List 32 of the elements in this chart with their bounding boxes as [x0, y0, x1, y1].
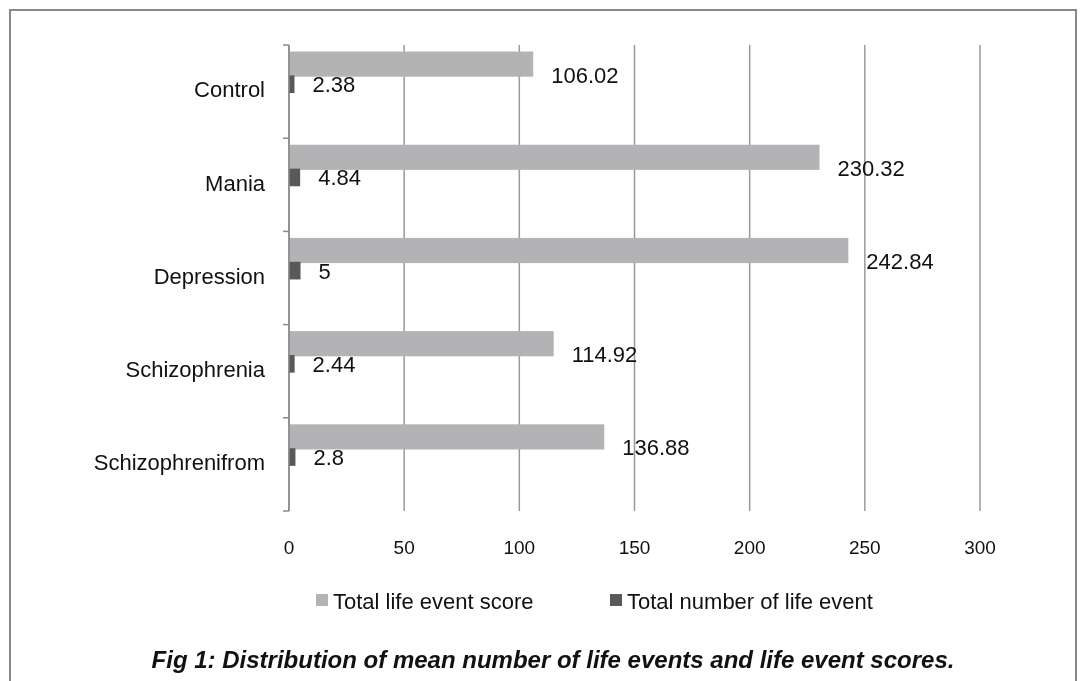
data-label: 4.84	[318, 165, 361, 191]
y-tick-label: Mania	[205, 170, 266, 196]
x-tick-label: 200	[733, 537, 766, 558]
y-tick-label: Control	[194, 77, 265, 103]
y-tick-label: Depression	[153, 263, 265, 289]
data-label: 136.88	[622, 435, 690, 461]
data-label: 230.32	[837, 155, 905, 181]
bar	[289, 144, 820, 170]
data-label: 5	[318, 258, 331, 284]
bar	[289, 237, 849, 264]
bar	[289, 331, 554, 357]
bar	[289, 424, 605, 450]
bar	[289, 51, 534, 77]
legend-label: Total number of life event	[627, 589, 873, 614]
x-tick-label: 150	[618, 537, 651, 558]
y-tick-label: Schizophrenia	[125, 357, 266, 383]
text: Fig 1: Distribution of mean number of life events and life event scores.	[151, 646, 955, 673]
x-tick-label: 50	[393, 537, 415, 558]
x-tick-label: 0	[283, 537, 295, 558]
bar	[289, 355, 295, 373]
x-tick-label: 250	[848, 537, 881, 558]
data-label: 114.92	[571, 342, 638, 368]
y-tick-label: Schizophrenifrom	[93, 450, 265, 476]
data-label: 242.84	[866, 249, 934, 275]
data-label: 2.8	[313, 445, 345, 471]
data-label: 106.02	[551, 62, 619, 88]
legend-label: Total life event score	[333, 589, 534, 614]
data-label: 2.44	[312, 351, 356, 377]
x-tick-label: 100	[503, 537, 536, 558]
data-label: 2.38	[312, 72, 356, 98]
x-tick-label: 300	[964, 537, 996, 558]
bar	[289, 261, 301, 280]
